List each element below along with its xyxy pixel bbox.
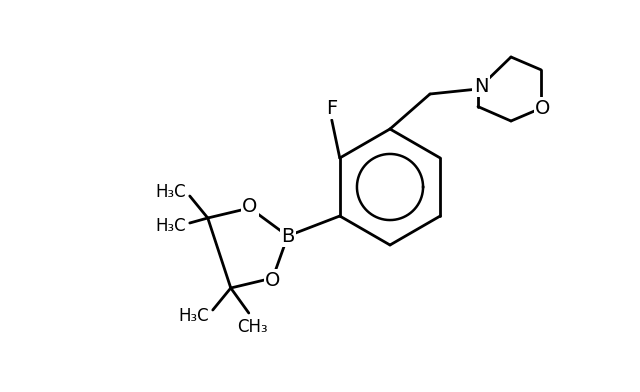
- Text: H₃C: H₃C: [155, 217, 186, 235]
- Text: O: O: [535, 99, 550, 118]
- Text: O: O: [265, 270, 280, 290]
- Text: CH₃: CH₃: [237, 318, 268, 336]
- Text: H₃C: H₃C: [178, 307, 209, 325]
- Text: N: N: [474, 76, 488, 96]
- Text: O: O: [242, 196, 257, 216]
- Text: H₃C: H₃C: [155, 183, 186, 201]
- Text: B: B: [281, 227, 294, 245]
- Text: F: F: [326, 98, 337, 118]
